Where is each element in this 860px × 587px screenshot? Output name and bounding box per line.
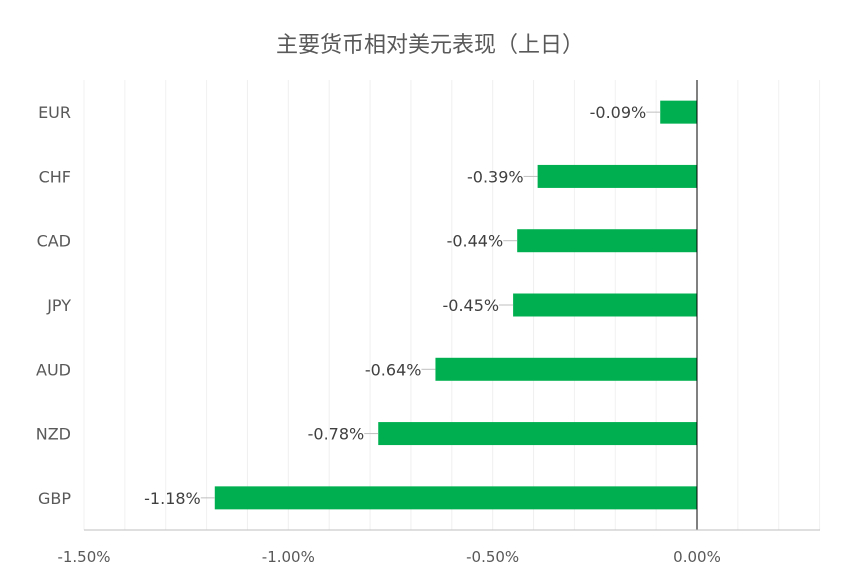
bar-gbp [214, 486, 698, 510]
category-label-jpy: JPY [46, 296, 71, 315]
bar-cad [517, 229, 697, 253]
data-label-aud: -0.64% [365, 360, 422, 379]
data-label-chf: -0.39% [467, 167, 524, 186]
data-label-eur: -0.09% [590, 103, 647, 122]
axes [84, 80, 820, 531]
category-label-aud: AUD [36, 360, 71, 379]
bar-aud [435, 357, 697, 381]
data-label-gbp: -1.18% [144, 489, 201, 508]
x-tick-label: -0.50% [466, 548, 519, 566]
category-label-eur: EUR [38, 103, 71, 122]
x-tick-label: -1.00% [262, 548, 315, 566]
bars: -0.09% -0.39% -0.44% -0.45% -0.64% -0.78% -1.1… [144, 100, 698, 510]
category-label-chf: CHF [39, 167, 71, 186]
category-label-gbp: GBP [38, 489, 71, 508]
chart-title: 主要货币相对美元表现（上日） [276, 33, 584, 58]
bar-eur [660, 100, 697, 124]
data-label-nzd: -0.78% [308, 425, 365, 444]
x-tick-labels: -1.50% -1.00% -0.50% 0.00% [57, 548, 720, 566]
bar-nzd [378, 422, 697, 446]
x-tick-label: 0.00% [673, 548, 721, 566]
data-label-cad: -0.44% [447, 232, 504, 251]
bar-jpy [513, 293, 697, 317]
category-labels: EUR CHF CAD JPY AUD NZD GBP [36, 103, 72, 508]
data-label-jpy: -0.45% [442, 296, 499, 315]
x-tick-label: -1.50% [57, 548, 110, 566]
category-label-nzd: NZD [36, 425, 71, 444]
category-label-cad: CAD [37, 232, 71, 251]
bar-chf [537, 164, 697, 188]
